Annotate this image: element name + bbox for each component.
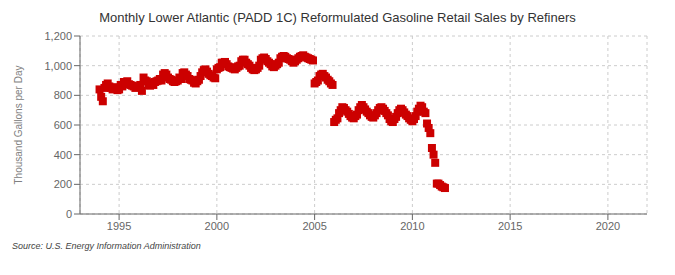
svg-text:400: 400 bbox=[54, 149, 72, 161]
svg-text:Thousand Gallons per Day: Thousand Gallons per Day bbox=[13, 66, 24, 185]
svg-text:2005: 2005 bbox=[302, 220, 326, 232]
svg-text:800: 800 bbox=[54, 89, 72, 101]
svg-text:2020: 2020 bbox=[596, 220, 620, 232]
svg-text:2015: 2015 bbox=[498, 220, 522, 232]
svg-text:1995: 1995 bbox=[107, 220, 131, 232]
svg-text:1,200: 1,200 bbox=[44, 30, 72, 42]
svg-text:2000: 2000 bbox=[205, 220, 229, 232]
svg-text:600: 600 bbox=[54, 119, 72, 131]
html-text:Source: U.S. Energy Informatio: Source: U.S. Energy Information Administ… bbox=[12, 241, 201, 251]
svg-text:200: 200 bbox=[54, 178, 72, 190]
svg-text:1,000: 1,000 bbox=[44, 60, 72, 72]
svg-text:2010: 2010 bbox=[400, 220, 424, 232]
svg-text:0: 0 bbox=[66, 208, 72, 220]
html-text:Monthly Lower Atlantic (PADD 1: Monthly Lower Atlantic (PADD 1C) Reformu… bbox=[99, 10, 576, 25]
